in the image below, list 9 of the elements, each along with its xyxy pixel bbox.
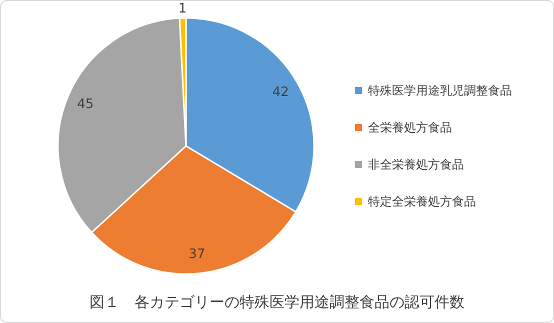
text: 図１ 各カテゴリーの特殊医学用途調整食品の認可件数 bbox=[90, 293, 464, 311]
data-label: 42 bbox=[272, 84, 289, 100]
data-label: 37 bbox=[188, 246, 206, 262]
legend-label: 全栄養処方食品 bbox=[368, 120, 452, 134]
legend-label: 非全栄養処方食品 bbox=[368, 158, 464, 172]
data-label: 45 bbox=[77, 97, 94, 112]
data-label: 1 bbox=[178, 2, 187, 17]
legend-label: 特定全栄養処方食品 bbox=[368, 194, 476, 208]
legend-label: 特殊医学用途乳児調整食品 bbox=[368, 84, 512, 98]
